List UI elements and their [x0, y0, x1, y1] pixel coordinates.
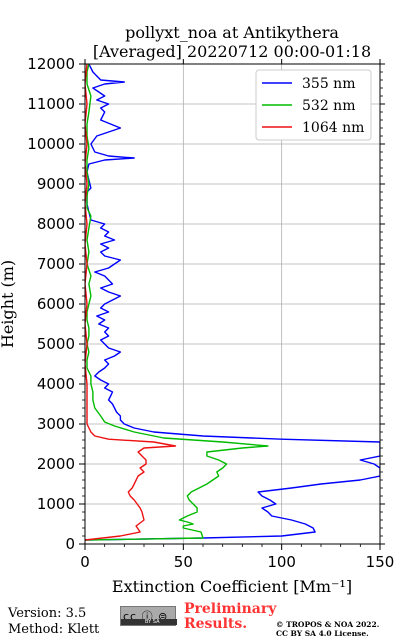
y-tick-label: 10000	[27, 135, 75, 153]
x-axis-label: Extinction Coefficient [Mm⁻¹]	[112, 577, 352, 596]
preliminary-line2: Results.	[184, 616, 248, 632]
y-tick-label: 9000	[37, 175, 75, 193]
chart-title: pollyxt_noa at Antikythera	[125, 23, 339, 42]
y-tick-label: 3000	[37, 415, 75, 433]
y-tick-label: 7000	[37, 255, 75, 273]
y-tick-label: 1000	[37, 495, 75, 513]
ticks: 0 50 100 150 0 1000 2000 3000 4000 5000 6000 7000 80…	[27, 55, 394, 571]
badge-strip-text: BY SA	[145, 619, 160, 625]
y-tick-label: 6000	[37, 295, 75, 313]
x-tick-label: 50	[174, 553, 193, 571]
series-line-355-nm	[85, 64, 380, 541]
legend-box	[255, 69, 372, 141]
y-axis-label: Height (m)	[0, 260, 17, 348]
method-text: Method: Klett	[8, 622, 100, 637]
y-tick-label: 12000	[27, 55, 75, 73]
y-tick-label: 2000	[37, 455, 75, 473]
legend-label: 532 nm	[302, 98, 355, 114]
version-text: Version: 3.5	[8, 606, 87, 621]
footer-info: Version: 3.5 Method: Klett	[8, 606, 99, 638]
badge-strip	[121, 619, 177, 625]
credits: © TROPOS & NOA 2022. CC BY SA 4.0 Licens…	[276, 620, 379, 638]
legend: 355 nm 532 nm 1064 nm	[255, 69, 372, 141]
y-tick-label: 4000	[37, 375, 75, 393]
x-tick-label: 100	[267, 553, 296, 571]
preliminary-line1: Preliminary	[184, 601, 277, 617]
series-group	[85, 64, 380, 541]
x-tick-label: 0	[80, 553, 90, 571]
legend-label: 355 nm	[302, 76, 355, 92]
y-tick-label: 8000	[37, 215, 75, 233]
chart-subtitle: [Averaged] 20220712 00:00-01:18	[93, 42, 371, 61]
series-line-532-nm	[85, 64, 269, 541]
series-line-1064-nm	[85, 64, 177, 541]
legend-label: 1064 nm	[302, 120, 364, 136]
credit-line1: © TROPOS & NOA 2022.	[276, 620, 380, 629]
credit-line2: CC BY SA 4.0 License.	[276, 629, 369, 638]
preliminary-notice: Preliminary Results.	[184, 602, 276, 632]
y-tick-label: 0	[65, 535, 75, 553]
cc-license-badge: cc ⓘ ⊜ BY SA	[120, 606, 177, 626]
y-tick-label: 5000	[37, 335, 75, 353]
y-tick-label: 11000	[27, 95, 75, 113]
x-tick-label: 150	[366, 553, 395, 571]
